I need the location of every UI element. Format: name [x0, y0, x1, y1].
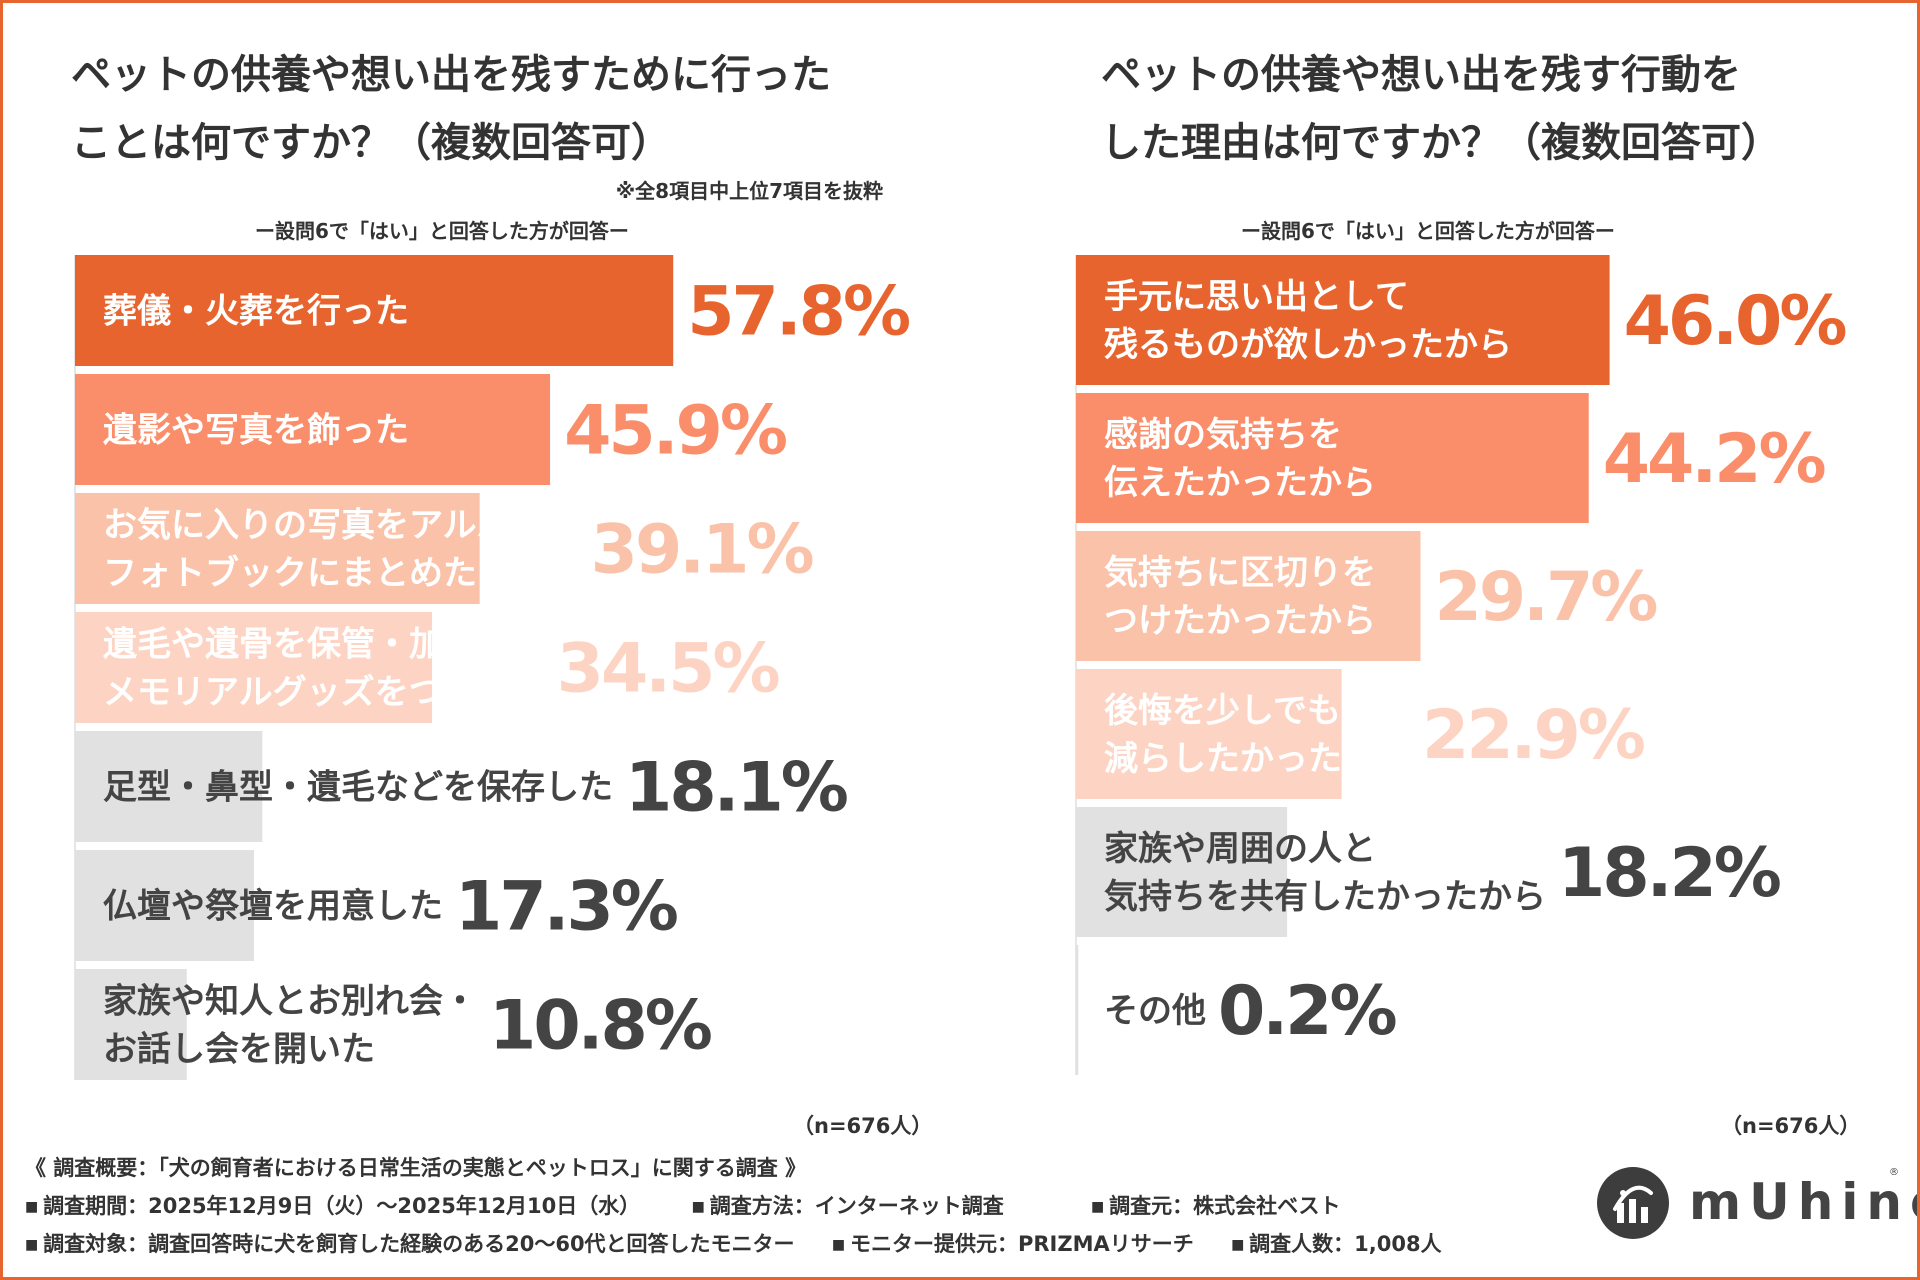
left-value-label-7: 10.8%	[489, 987, 711, 1066]
brand-logo-registered: ®	[1889, 1167, 1899, 1178]
right-value-label-3: 29.7%	[1435, 558, 1657, 637]
left-bar-7	[75, 969, 187, 1080]
left-bar-6	[75, 850, 255, 961]
survey-method: 調査方法：インターネット調査	[692, 1187, 1004, 1226]
survey-sample-size: 調査人数：1,008人	[1231, 1225, 1441, 1264]
left-category-label-1: 葬儀・火葬を行った	[103, 292, 409, 332]
right-category-label-1: 手元に思い出として残るものが欲しかったから	[1104, 277, 1512, 365]
left-value-label-2: 45.9%	[564, 392, 786, 471]
left-bar-5	[75, 731, 263, 842]
right-category-label-4: 後悔を少しでも減らしたかったから	[1104, 691, 1410, 779]
left-bar-4	[75, 612, 433, 723]
left-value-label-4: 34.5%	[557, 630, 779, 709]
footer-line-2: 調査期間：2025年12月9日（火）～2025年12月10日（水） 調査方法：イ…	[25, 1187, 1585, 1225]
left-category-label-3: お気に入りの写真をアルバムやフォトブックにまとめた	[103, 506, 579, 594]
left-title-line2: ことは何ですか？（複数回答可）	[71, 120, 671, 166]
survey-target: 調査対象：調査回答時に犬を飼育した経験のある20～60代と回答したモニター	[25, 1225, 794, 1264]
right-category-label-3: 気持ちに区切りをつけたかったから	[1104, 553, 1376, 641]
left-value-label-5: 18.1%	[625, 749, 847, 828]
survey-footer: 《 調査概要：「犬の飼育者における日常生活の実態とペットロス」に関する調査 》 …	[25, 1149, 1585, 1263]
right-value-label-5: 18.2%	[1558, 834, 1780, 913]
left-panel: ペットの供養や想い出を残すために行った ことは何ですか？（複数回答可） ※全8項…	[3, 3, 963, 1138]
right-value-label-2: 44.2%	[1603, 420, 1825, 499]
right-value-label-4: 22.9%	[1422, 696, 1644, 775]
right-bar-4	[1076, 669, 1342, 799]
left-sample-count: （n=676人）	[793, 1114, 933, 1138]
right-question-title: ペットの供養や想い出を残す行動を した理由は何ですか？（複数回答可）	[1101, 41, 1881, 177]
excerpt-note: ※全8項目中上位7項目を抜粋	[615, 179, 883, 203]
left-bar-chart: 葬儀・火葬を行った 57.8% 遺影や写真を飾った 45.9% お気に入りの写真をアルバ…	[74, 255, 912, 1080]
right-value-label-1: 46.0%	[1624, 282, 1846, 361]
right-title-line1: ペットの供養や想い出を残す行動を	[1101, 52, 1741, 98]
survey-period: 調査期間：2025年12月9日（火）～2025年12月10日（水）	[25, 1187, 640, 1226]
left-bar-2	[75, 374, 551, 485]
brand-logo-wordmark: mUhino	[1689, 1173, 1917, 1231]
left-bar-1	[75, 255, 674, 366]
left-question-title: ペットの供養や想い出を残すために行った ことは何ですか？（複数回答可）	[71, 41, 931, 177]
right-category-label-5: 家族や周囲の人と気持ちを共有したかったから	[1104, 829, 1546, 917]
right-subtitle: ー設問6で「はい」と回答した方が回答ー	[1241, 219, 1615, 243]
right-bar-chart: 手元に思い出として残るものが欲しかったから 46.0% 感謝の気持ちを伝えたかったか…	[1075, 255, 1848, 1075]
right-sample-count: （n=676人）	[1721, 1114, 1861, 1138]
right-bar-1	[1076, 255, 1610, 385]
survey-title: 《 調査概要：「犬の飼育者における日常生活の実態とペットロス」に関する調査 》	[25, 1156, 807, 1180]
right-title-line2: した理由は何ですか？（複数回答可）	[1101, 120, 1781, 166]
survey-organizer: 調査元：株式会社ベスト	[1091, 1187, 1340, 1226]
survey-provider: モニター提供元：PRIZMAリサーチ	[832, 1225, 1194, 1264]
left-category-label-2: 遺影や写真を飾った	[103, 411, 409, 451]
left-category-label-4: 遺毛や遺骨を保管・加工してメモリアルグッズをつくった	[103, 625, 545, 713]
right-bar-5	[1076, 807, 1288, 937]
right-category-label-6: その他	[1104, 991, 1206, 1031]
brand-logo: mUhino ®	[1593, 1163, 1917, 1243]
right-panel: ペットの供養や想い出を残す行動を した理由は何ですか？（複数回答可） ー設問6で…	[1033, 3, 1893, 1138]
left-category-label-7: 家族や知人とお別れ会・お話し会を開いた	[103, 982, 477, 1070]
right-value-label-6: 0.2%	[1218, 972, 1395, 1051]
right-category-label-2: 感謝の気持ちを伝えたかったから	[1104, 415, 1376, 503]
right-bar-6	[1076, 945, 1079, 1075]
right-bar-3	[1076, 531, 1421, 661]
left-value-label-3: 39.1%	[591, 511, 813, 590]
right-bar-2	[1076, 393, 1589, 523]
left-category-label-6: 仏壇や祭壇を用意した	[103, 887, 443, 927]
left-value-label-6: 17.3%	[455, 868, 677, 947]
left-subtitle: ー設問6で「はい」と回答した方が回答ー	[255, 219, 629, 243]
left-category-label-5: 足型・鼻型・遺毛などを保存した	[103, 768, 613, 808]
left-title-line1: ペットの供養や想い出を残すために行った	[71, 52, 831, 98]
brand-logo-mark-icon	[1597, 1167, 1669, 1239]
left-value-label-1: 57.8%	[687, 273, 909, 352]
left-bar-3	[75, 493, 480, 604]
footer-line-3: 調査対象：調査回答時に犬を飼育した経験のある20～60代と回答したモニター モニ…	[25, 1225, 1585, 1263]
